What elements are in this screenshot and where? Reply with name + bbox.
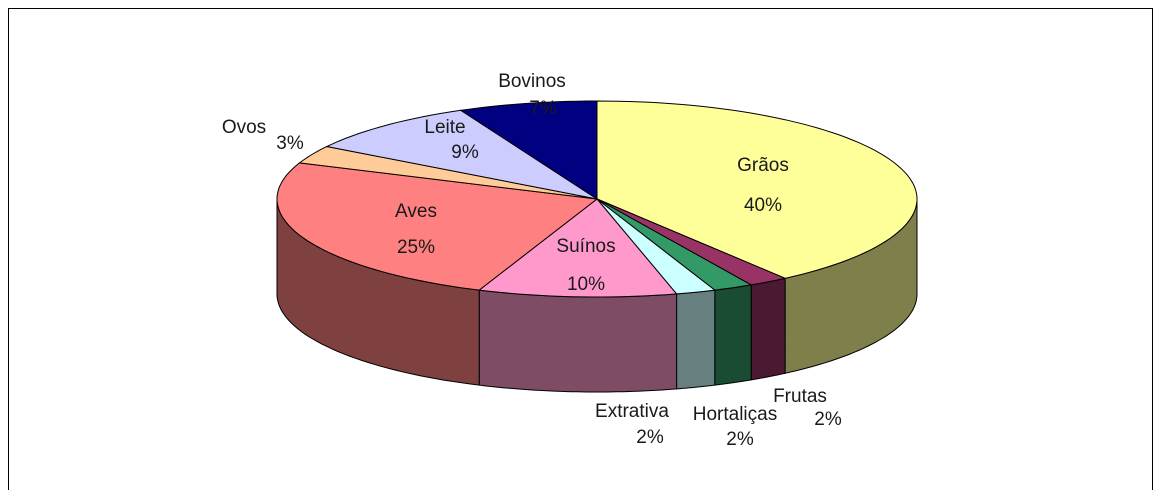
slice-side bbox=[714, 284, 752, 386]
slice bbox=[298, 145, 598, 200]
slice bbox=[459, 100, 598, 200]
slice-value-label: 25% bbox=[397, 237, 435, 258]
slice-side bbox=[676, 289, 716, 390]
slice-value-label: 40% bbox=[744, 195, 782, 216]
slice-value-label: 2% bbox=[636, 427, 664, 448]
slice-label: Frutas bbox=[773, 386, 827, 407]
slice-label: Hortaliças bbox=[693, 404, 777, 425]
slice-label: Ovos bbox=[222, 117, 266, 138]
slice-side bbox=[750, 277, 786, 381]
slice-side bbox=[478, 289, 678, 393]
slice-label: Suínos bbox=[556, 236, 615, 257]
slice bbox=[596, 100, 918, 279]
slice-label: Bovinos bbox=[498, 71, 566, 92]
slice-value-label: 9% bbox=[451, 142, 479, 163]
slice-value-label: 7% bbox=[529, 98, 557, 119]
slice bbox=[276, 162, 599, 291]
slice-label: Grãos bbox=[737, 155, 789, 176]
slice-value-label: 3% bbox=[276, 133, 304, 154]
slice-label: Aves bbox=[395, 201, 437, 222]
slice-label: Extrativa bbox=[595, 401, 669, 422]
slice bbox=[477, 198, 678, 298]
slice-value-label: 10% bbox=[567, 274, 605, 295]
slice-value-label: 2% bbox=[814, 409, 842, 430]
slice-label: Leite bbox=[424, 117, 465, 138]
slice bbox=[325, 109, 598, 200]
slice-value-label: 2% bbox=[726, 429, 754, 450]
